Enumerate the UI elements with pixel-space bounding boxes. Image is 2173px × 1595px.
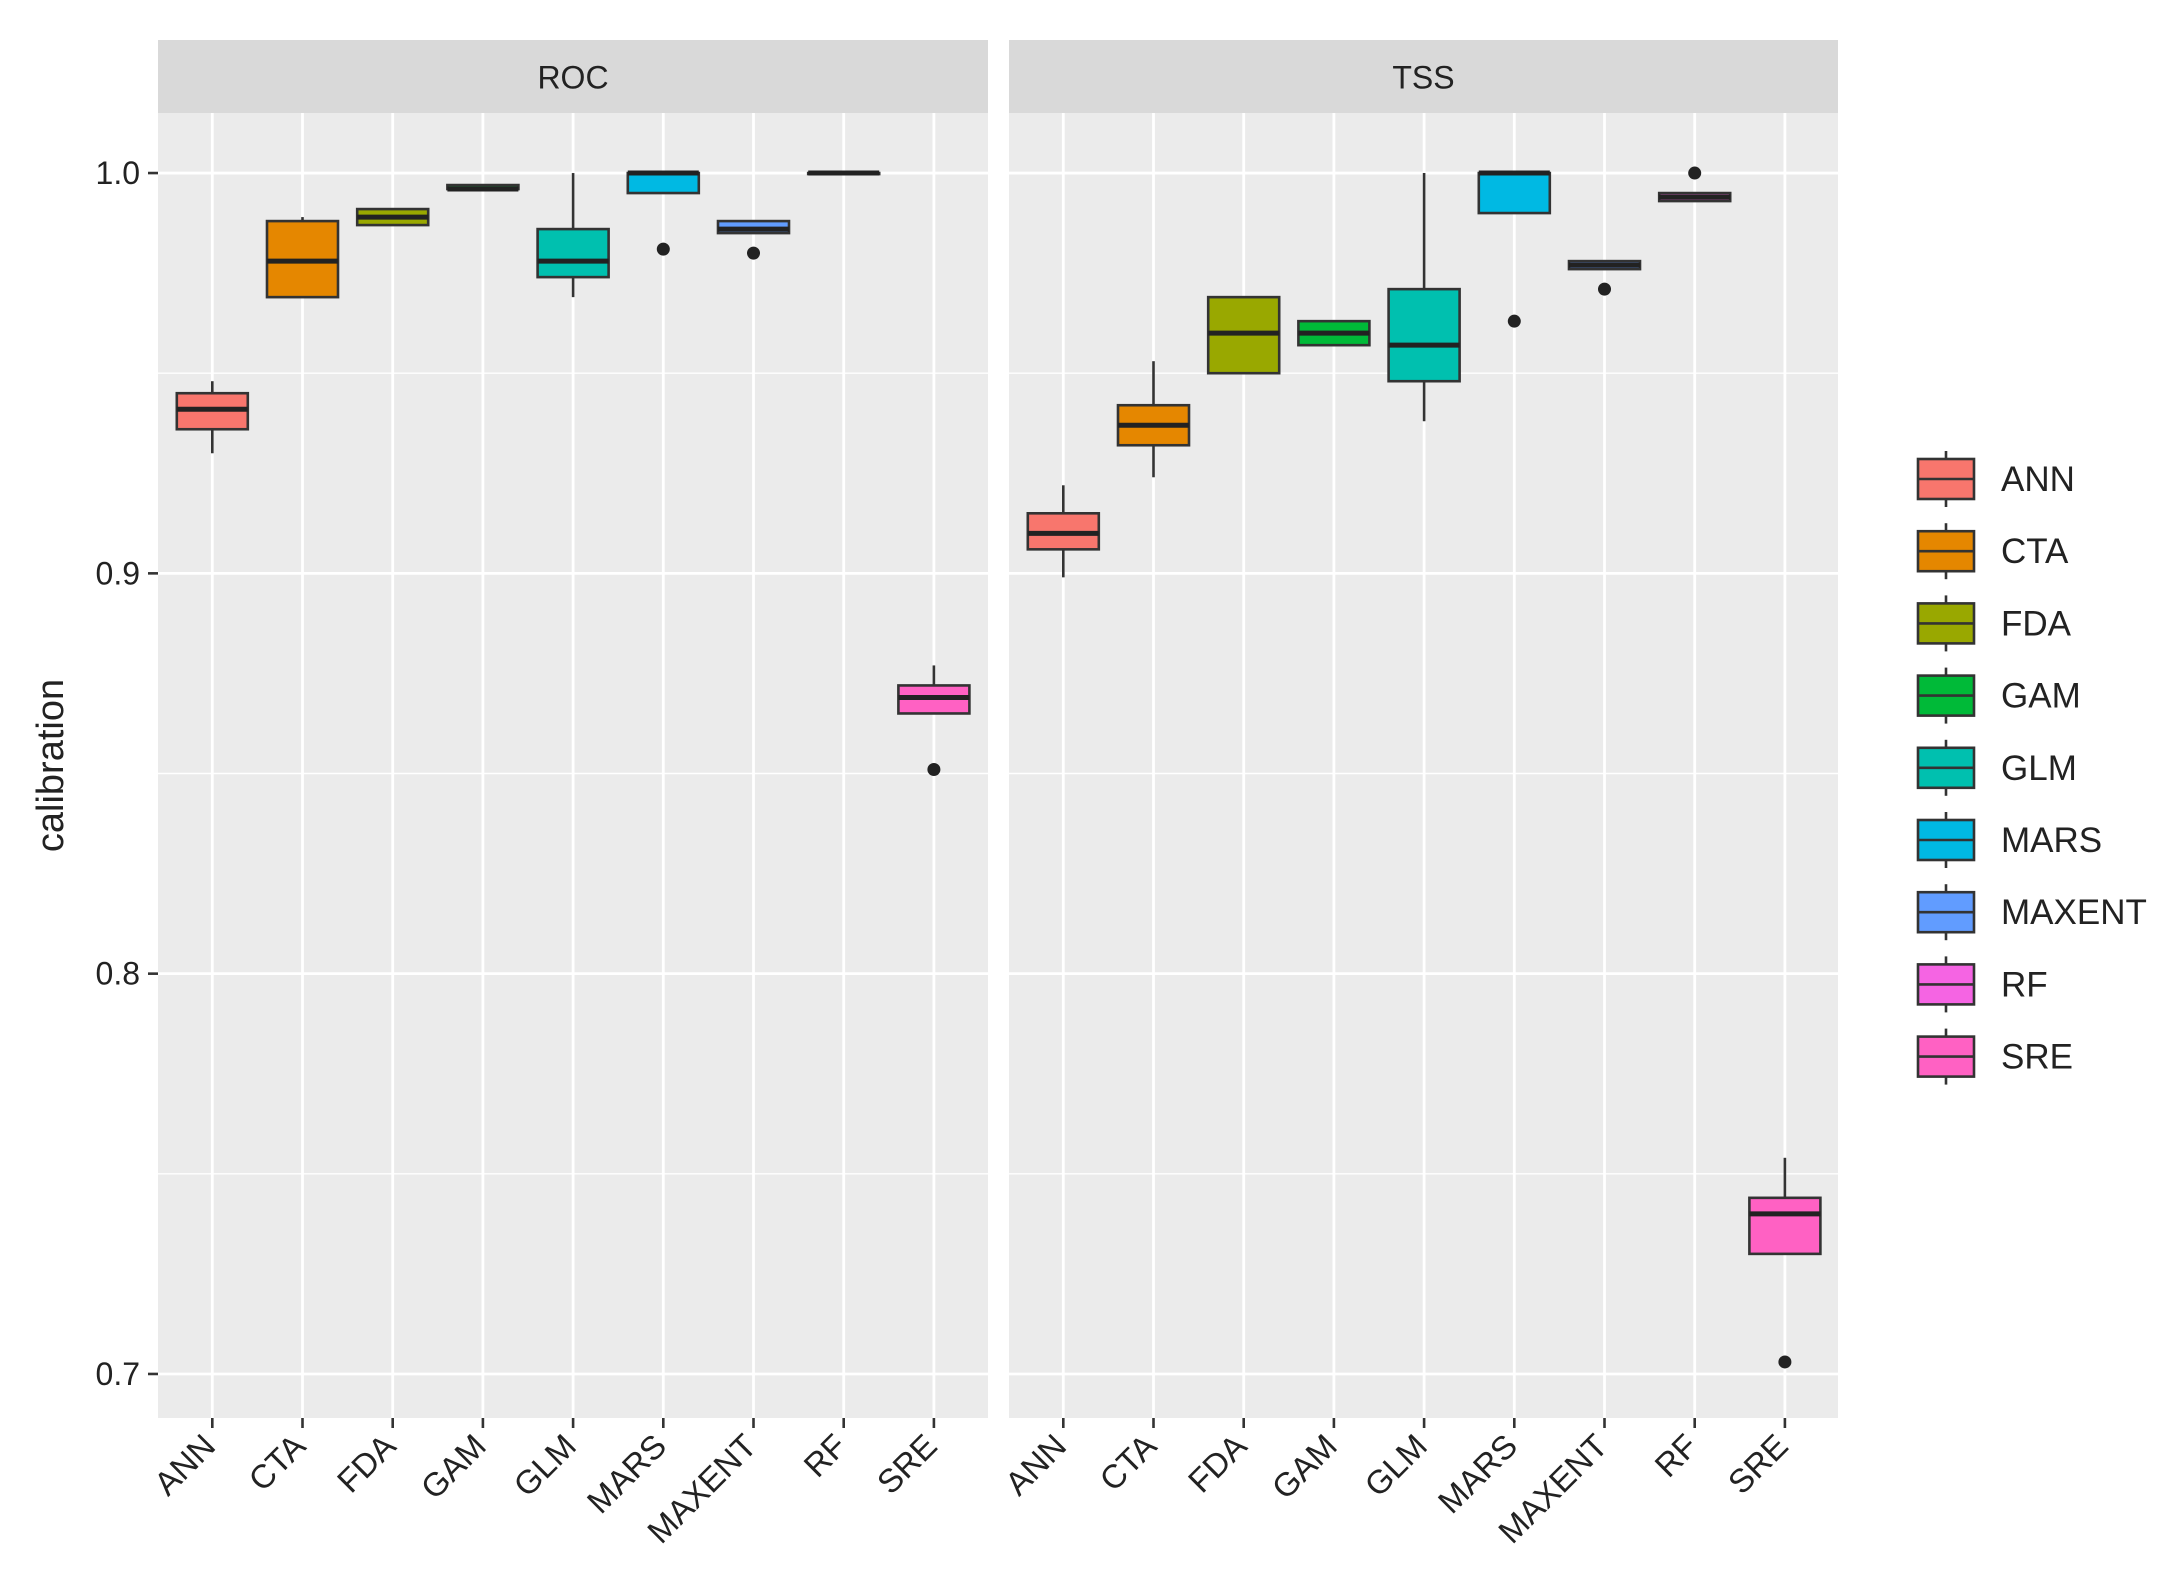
x-tick-label: GLM: [1357, 1427, 1434, 1504]
y-tick-label: 0.7: [96, 1356, 140, 1392]
x-tick-label: CTA: [1092, 1427, 1163, 1498]
facet-strip: [158, 40, 988, 113]
outlier-point: [1507, 314, 1521, 328]
facet-strip-label: ROC: [537, 60, 608, 96]
y-axis-title: calibration: [30, 679, 72, 852]
box-ann: [1026, 485, 1101, 578]
outlier-point: [1688, 166, 1702, 180]
legend-label: ANN: [2001, 460, 2075, 499]
x-tick-label: SRE: [870, 1427, 944, 1501]
box-mars: [1477, 170, 1552, 328]
x-tick-label: FDA: [330, 1427, 403, 1500]
box-maxent: [716, 219, 791, 260]
outlier-point: [656, 242, 670, 256]
box-fda: [355, 207, 430, 227]
x-tick-label: CTA: [241, 1427, 312, 1498]
box-maxent: [1567, 259, 1642, 296]
y-tick-label: 0.8: [96, 956, 140, 992]
x-tick-label: GAM: [414, 1427, 493, 1506]
box-body: [1387, 287, 1461, 383]
legend: ANN CTA FDA GAM GLM MARS MAXENT RF SRE: [1916, 451, 2147, 1085]
box-sre: [897, 665, 971, 777]
legend-item-glm: GLM: [1916, 739, 2077, 796]
x-tick-label: FDA: [1181, 1427, 1254, 1500]
box-rf: [806, 170, 881, 176]
outlier-point: [927, 763, 941, 777]
y-axis: 0.7 0.8 0.9 1.0 calibration: [30, 155, 158, 1392]
box-body: [1748, 1196, 1822, 1256]
legend-label: RF: [2001, 965, 2048, 1004]
outlier-point: [747, 246, 760, 260]
outlier-point: [1598, 282, 1611, 296]
legend-item-fda: FDA: [1916, 595, 2072, 652]
legend-item-sre: SRE: [1916, 1028, 2073, 1085]
box-body: [536, 227, 610, 279]
outlier-point: [1778, 1355, 1792, 1369]
x-tick-label: ANN: [998, 1427, 1073, 1502]
legend-item-rf: RF: [1916, 956, 2048, 1013]
box-cta: [1116, 361, 1191, 478]
legend-label: CTA: [2001, 532, 2069, 571]
legend-label: GLM: [2001, 749, 2077, 788]
box-body: [1477, 171, 1552, 215]
box-gam: [446, 183, 520, 192]
box-sre: [1748, 1157, 1822, 1369]
box-fda: [1206, 295, 1281, 375]
legend-item-gam: GAM: [1916, 667, 2081, 724]
legend-item-ann: ANN: [1916, 451, 2075, 507]
legend-item-cta: CTA: [1916, 523, 2069, 580]
facet-strip: [1009, 40, 1838, 113]
legend-label: GAM: [2001, 677, 2081, 716]
box-rf: [1657, 166, 1732, 203]
box-body: [626, 171, 701, 195]
y-tick-label: 0.9: [96, 555, 140, 591]
box-mars: [626, 170, 701, 256]
x-tick-label: ANN: [147, 1427, 222, 1502]
box-cta: [265, 217, 340, 299]
box-glm: [1387, 173, 1461, 422]
legend-label: MARS: [2001, 821, 2102, 860]
legend-item-maxent: MAXENT: [1916, 884, 2147, 941]
x-tick-label: GLM: [506, 1427, 583, 1504]
box-ann: [175, 381, 250, 454]
y-tick-label: 1.0: [96, 155, 140, 191]
x-tick-label: SRE: [1721, 1427, 1795, 1501]
x-tick-label: RF: [1647, 1427, 1704, 1484]
facet-strip-label: TSS: [1392, 60, 1454, 96]
legend-item-mars: MARS: [1916, 812, 2102, 868]
box-glm: [536, 173, 610, 298]
legend-label: SRE: [2001, 1038, 2073, 1077]
legend-label: FDA: [2001, 604, 2072, 643]
box-gam: [1297, 319, 1371, 347]
legend-label: MAXENT: [2001, 893, 2147, 932]
x-tick-label: GAM: [1265, 1427, 1344, 1506]
x-tick-label: RF: [796, 1427, 853, 1484]
